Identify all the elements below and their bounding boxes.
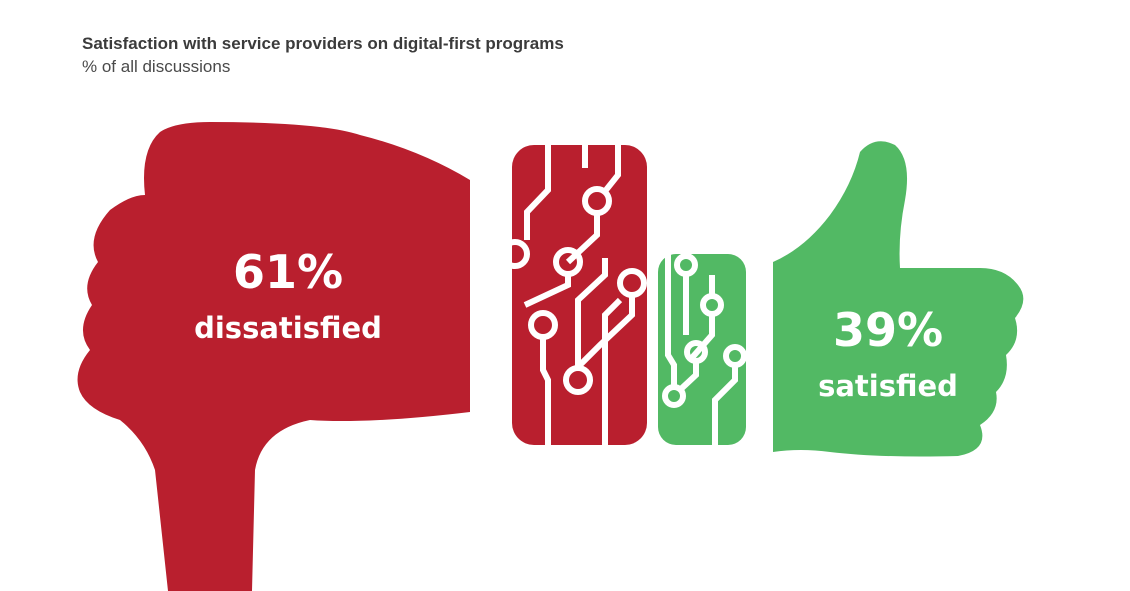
dissatisfied-category-label: dissatisfied [194, 311, 382, 345]
thumbs-up-icon [773, 141, 1024, 457]
thumbs-up-hand [773, 141, 1024, 457]
thumbs-down-icon [77, 122, 471, 591]
satisfied-percent-label: 39% [833, 303, 943, 357]
circuit-traces [500, 145, 747, 445]
circuit-board-icon [500, 145, 747, 445]
chart-title: Satisfaction with service providers on d… [82, 34, 564, 53]
thumbs-down-hand [77, 122, 471, 591]
satisfied-category-label: satisfied [818, 369, 958, 403]
dissatisfied-percent-label: 61% [233, 245, 343, 299]
chart-header: Satisfaction with service providers on d… [82, 33, 564, 79]
chart-subtitle: % of all discussions [82, 57, 231, 76]
